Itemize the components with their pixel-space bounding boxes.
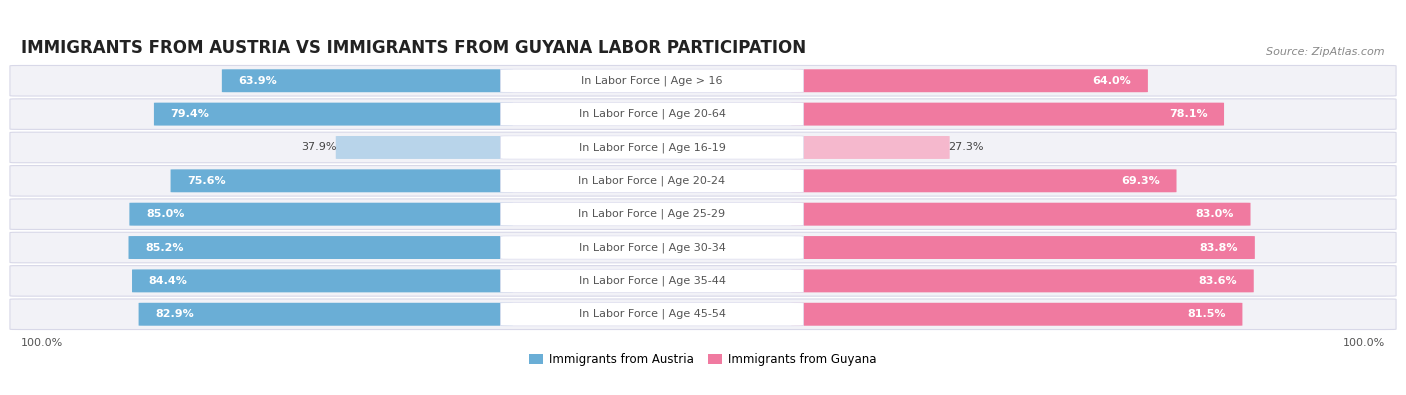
Text: 81.5%: 81.5%: [1188, 309, 1226, 319]
FancyBboxPatch shape: [170, 169, 513, 192]
Text: Source: ZipAtlas.com: Source: ZipAtlas.com: [1267, 47, 1385, 57]
Text: 78.1%: 78.1%: [1168, 109, 1208, 119]
FancyBboxPatch shape: [792, 169, 1177, 192]
FancyBboxPatch shape: [501, 169, 804, 192]
Text: In Labor Force | Age > 16: In Labor Force | Age > 16: [581, 75, 723, 86]
Text: 64.0%: 64.0%: [1092, 76, 1132, 86]
FancyBboxPatch shape: [336, 136, 513, 159]
FancyBboxPatch shape: [222, 69, 513, 92]
Text: 83.6%: 83.6%: [1198, 276, 1237, 286]
FancyBboxPatch shape: [10, 232, 1396, 263]
FancyBboxPatch shape: [501, 69, 804, 92]
Text: 83.0%: 83.0%: [1195, 209, 1234, 219]
FancyBboxPatch shape: [792, 269, 1254, 292]
FancyBboxPatch shape: [501, 303, 804, 326]
Text: In Labor Force | Age 16-19: In Labor Force | Age 16-19: [579, 142, 725, 153]
Text: In Labor Force | Age 20-24: In Labor Force | Age 20-24: [578, 175, 725, 186]
Text: In Labor Force | Age 25-29: In Labor Force | Age 25-29: [578, 209, 725, 220]
Text: In Labor Force | Age 45-54: In Labor Force | Age 45-54: [578, 309, 725, 320]
Text: IMMIGRANTS FROM AUSTRIA VS IMMIGRANTS FROM GUYANA LABOR PARTICIPATION: IMMIGRANTS FROM AUSTRIA VS IMMIGRANTS FR…: [21, 39, 806, 57]
Text: 83.8%: 83.8%: [1199, 243, 1239, 252]
FancyBboxPatch shape: [501, 236, 804, 259]
FancyBboxPatch shape: [501, 103, 804, 126]
FancyBboxPatch shape: [792, 69, 1147, 92]
FancyBboxPatch shape: [792, 203, 1250, 226]
FancyBboxPatch shape: [501, 203, 804, 226]
FancyBboxPatch shape: [10, 199, 1396, 229]
Text: 82.9%: 82.9%: [155, 309, 194, 319]
FancyBboxPatch shape: [10, 299, 1396, 329]
Text: In Labor Force | Age 30-34: In Labor Force | Age 30-34: [579, 242, 725, 253]
Text: 100.0%: 100.0%: [1343, 338, 1385, 348]
FancyBboxPatch shape: [792, 236, 1254, 259]
FancyBboxPatch shape: [129, 203, 513, 226]
Text: 100.0%: 100.0%: [21, 338, 63, 348]
FancyBboxPatch shape: [792, 303, 1243, 326]
FancyBboxPatch shape: [792, 136, 949, 159]
FancyBboxPatch shape: [501, 136, 804, 159]
FancyBboxPatch shape: [128, 236, 513, 259]
Text: 84.4%: 84.4%: [149, 276, 187, 286]
FancyBboxPatch shape: [792, 103, 1225, 126]
Text: 63.9%: 63.9%: [239, 76, 277, 86]
Text: In Labor Force | Age 35-44: In Labor Force | Age 35-44: [578, 276, 725, 286]
FancyBboxPatch shape: [10, 166, 1396, 196]
FancyBboxPatch shape: [132, 269, 513, 292]
Text: 75.6%: 75.6%: [187, 176, 226, 186]
FancyBboxPatch shape: [501, 269, 804, 292]
Text: 85.2%: 85.2%: [145, 243, 184, 252]
FancyBboxPatch shape: [139, 303, 513, 326]
FancyBboxPatch shape: [153, 103, 513, 126]
FancyBboxPatch shape: [10, 265, 1396, 296]
FancyBboxPatch shape: [10, 99, 1396, 130]
Text: In Labor Force | Age 20-64: In Labor Force | Age 20-64: [578, 109, 725, 119]
Text: 85.0%: 85.0%: [146, 209, 184, 219]
Text: 69.3%: 69.3%: [1121, 176, 1160, 186]
FancyBboxPatch shape: [10, 66, 1396, 96]
Legend: Immigrants from Austria, Immigrants from Guyana: Immigrants from Austria, Immigrants from…: [529, 353, 877, 366]
FancyBboxPatch shape: [10, 132, 1396, 163]
Text: 27.3%: 27.3%: [948, 143, 984, 152]
Text: 79.4%: 79.4%: [170, 109, 209, 119]
Text: 37.9%: 37.9%: [302, 143, 337, 152]
